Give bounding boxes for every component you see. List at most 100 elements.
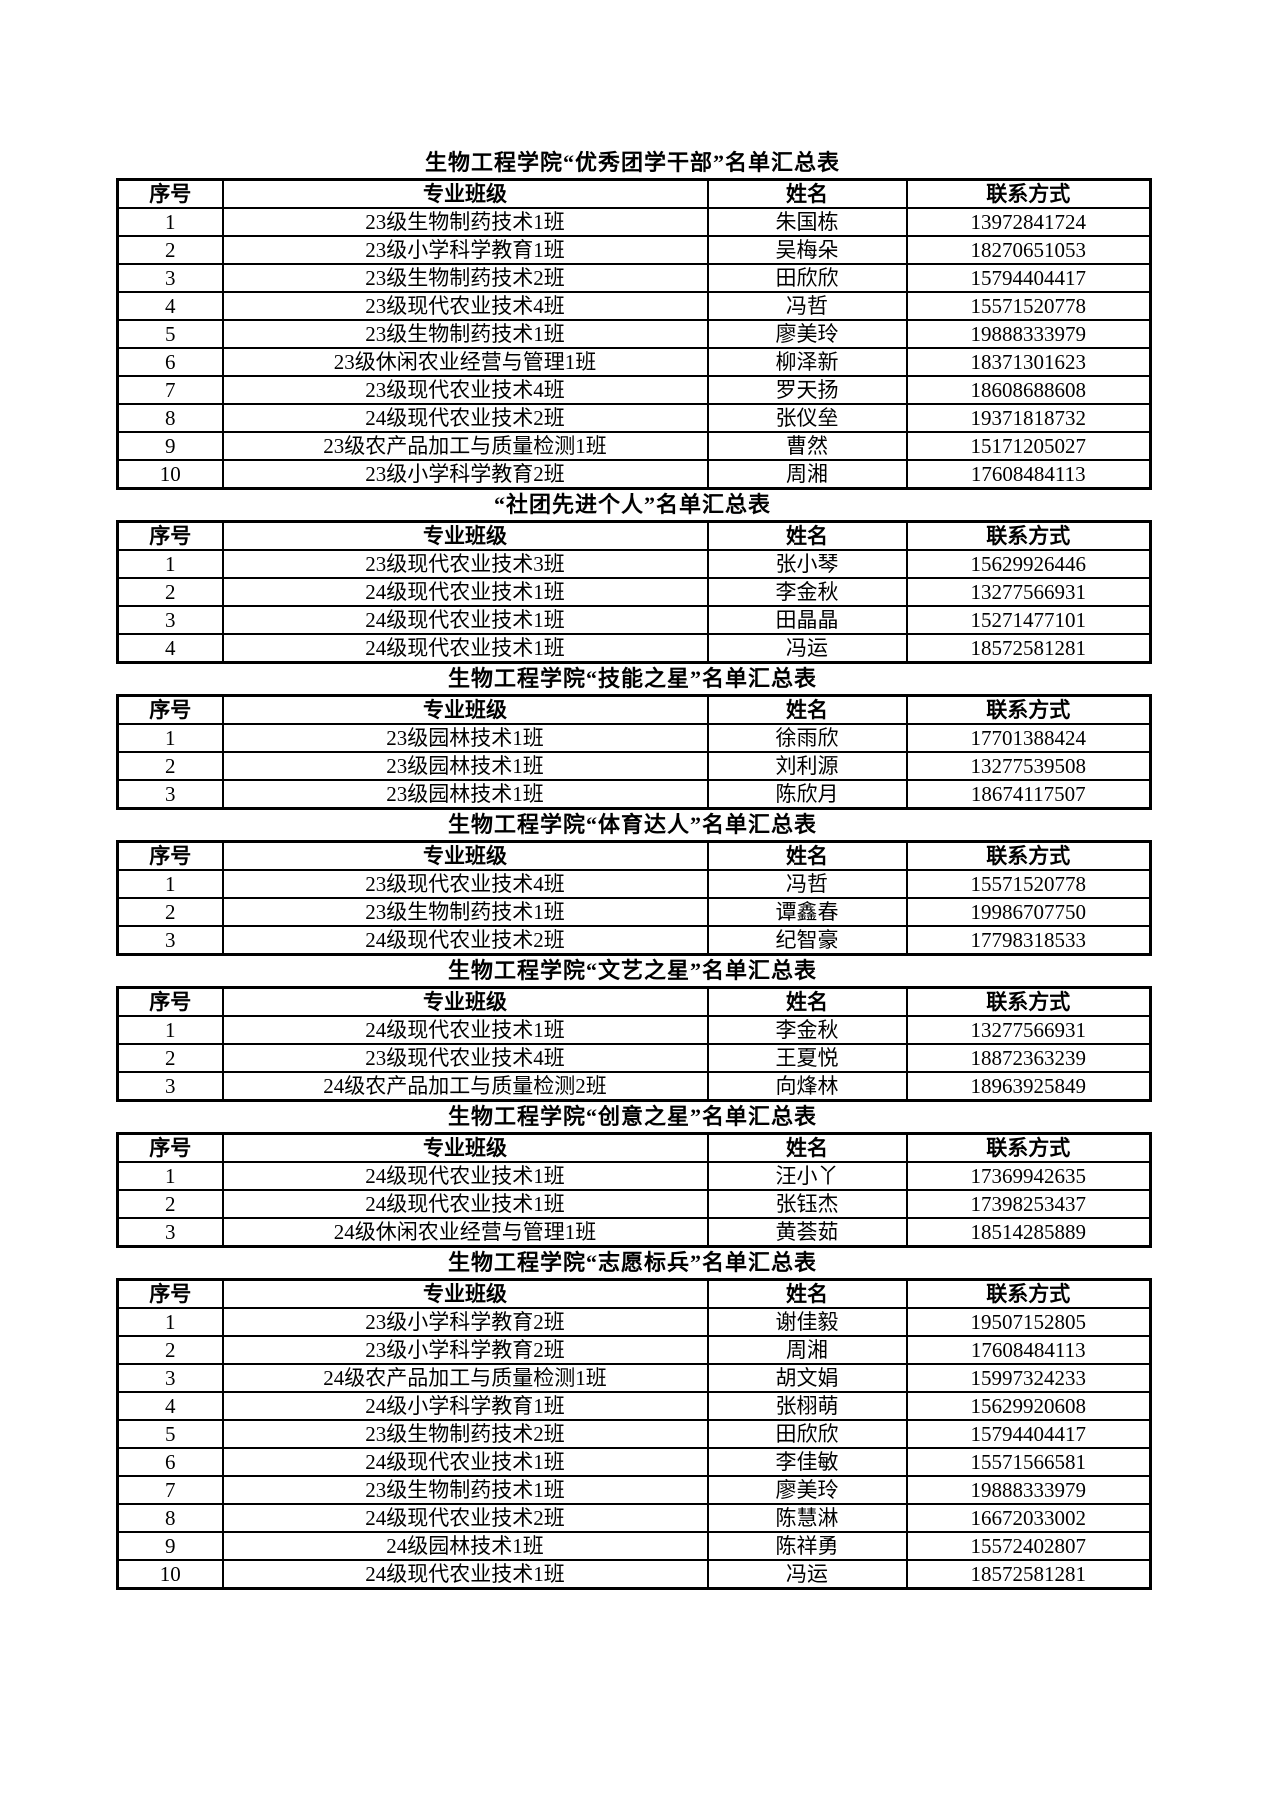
row-index-cell: 2 bbox=[116, 235, 224, 265]
name-cell: 田欣欣 bbox=[706, 1419, 908, 1449]
roster-table: 序号 专业班级 姓名 联系方式 1 23级生物制药技术1班 朱国栋 139728417… bbox=[116, 178, 1152, 490]
row-index-cell: 4 bbox=[116, 633, 224, 664]
row-index-cell: 8 bbox=[116, 1503, 224, 1533]
header-row: 序号 专业班级 姓名 联系方式 bbox=[116, 840, 1152, 871]
contact-cell: 18674117507 bbox=[905, 779, 1152, 810]
class-cell: 23级农产品加工与质量检测1班 bbox=[221, 431, 709, 461]
table-row: 2 24级现代农业技术1班 张钰杰 17398253437 bbox=[116, 1189, 1152, 1219]
contact-cell: 19986707750 bbox=[905, 897, 1152, 927]
row-index-cell: 9 bbox=[116, 1531, 224, 1561]
col-header-index: 序号 bbox=[116, 694, 224, 725]
roster-sheet: 生物工程学院“优秀团学干部”名单汇总表 序号 专业班级 姓名 联系方式 1 23级… bbox=[116, 148, 1152, 1590]
contact-cell: 19507152805 bbox=[905, 1307, 1152, 1337]
table-row: 10 23级小学科学教育2班 周湘 17608484113 bbox=[116, 459, 1152, 490]
row-index-cell: 2 bbox=[116, 1335, 224, 1365]
table-title: 生物工程学院“体育达人”名单汇总表 bbox=[447, 812, 817, 837]
table-row: 2 23级现代农业技术4班 王夏悦 18872363239 bbox=[116, 1043, 1152, 1073]
name-cell: 廖美玲 bbox=[706, 319, 908, 349]
col-header-name: 姓名 bbox=[706, 520, 908, 551]
table-row: 7 23级生物制药技术1班 廖美玲 19888333979 bbox=[116, 1475, 1152, 1505]
contact-cell: 19888333979 bbox=[905, 319, 1152, 349]
class-cell: 24级现代农业技术1班 bbox=[221, 1447, 709, 1477]
row-index-cell: 1 bbox=[116, 1307, 224, 1337]
name-cell: 陈祥勇 bbox=[706, 1531, 908, 1561]
name-cell: 冯哲 bbox=[706, 869, 908, 899]
name-cell: 李佳敏 bbox=[706, 1447, 908, 1477]
col-header-index: 序号 bbox=[116, 520, 224, 551]
name-cell: 吴梅朵 bbox=[706, 235, 908, 265]
row-index-cell: 1 bbox=[116, 1015, 224, 1045]
contact-cell: 13277566931 bbox=[905, 1015, 1152, 1045]
col-header-name: 姓名 bbox=[706, 840, 908, 871]
col-header-class: 专业班级 bbox=[221, 1278, 709, 1309]
section-creativity-star: 生物工程学院“创意之星”名单汇总表 序号 专业班级 姓名 联系方式 1 24级现代… bbox=[116, 1104, 1152, 1248]
class-cell: 24级农产品加工与质量检测1班 bbox=[221, 1363, 709, 1393]
table-row: 3 23级园林技术1班 陈欣月 18674117507 bbox=[116, 779, 1152, 810]
name-cell: 陈慧淋 bbox=[706, 1503, 908, 1533]
name-cell: 向烽林 bbox=[706, 1071, 908, 1102]
class-cell: 23级现代农业技术4班 bbox=[221, 869, 709, 899]
table-row: 4 24级小学科学教育1班 张栩萌 15629920608 bbox=[116, 1391, 1152, 1421]
table-row: 2 24级现代农业技术1班 李金秋 13277566931 bbox=[116, 577, 1152, 607]
class-cell: 24级现代农业技术1班 bbox=[221, 577, 709, 607]
name-cell: 张栩萌 bbox=[706, 1391, 908, 1421]
name-cell: 黄荟茹 bbox=[706, 1217, 908, 1248]
name-cell: 田晶晶 bbox=[706, 605, 908, 635]
contact-cell: 13277566931 bbox=[905, 577, 1152, 607]
class-cell: 23级园林技术1班 bbox=[221, 779, 709, 810]
row-index-cell: 3 bbox=[116, 1071, 224, 1102]
row-index-cell: 4 bbox=[116, 291, 224, 321]
header-row: 序号 专业班级 姓名 联系方式 bbox=[116, 178, 1152, 209]
table-title: 生物工程学院“志愿标兵”名单汇总表 bbox=[447, 1250, 817, 1275]
col-header-class: 专业班级 bbox=[221, 840, 709, 871]
name-cell: 王夏悦 bbox=[706, 1043, 908, 1073]
class-cell: 24级小学科学教育1班 bbox=[221, 1391, 709, 1421]
header-row: 序号 专业班级 姓名 联系方式 bbox=[116, 986, 1152, 1017]
contact-cell: 15271477101 bbox=[905, 605, 1152, 635]
class-cell: 24级现代农业技术1班 bbox=[221, 633, 709, 664]
name-cell: 刘利源 bbox=[706, 751, 908, 781]
name-cell: 张钰杰 bbox=[706, 1189, 908, 1219]
roster-table: 序号 专业班级 姓名 联系方式 1 23级现代农业技术4班 冯哲 1557152077… bbox=[116, 840, 1152, 956]
roster-table: 序号 专业班级 姓名 联系方式 1 24级现代农业技术1班 李金秋 132775669… bbox=[116, 986, 1152, 1102]
col-header-index: 序号 bbox=[116, 840, 224, 871]
class-cell: 23级园林技术1班 bbox=[221, 723, 709, 753]
row-index-cell: 5 bbox=[116, 1419, 224, 1449]
table-row: 6 23级休闲农业经营与管理1班 柳泽新 18371301623 bbox=[116, 347, 1152, 377]
row-index-cell: 1 bbox=[116, 549, 224, 579]
col-header-contact: 联系方式 bbox=[905, 520, 1152, 551]
table-row: 1 23级园林技术1班 徐雨欣 17701388424 bbox=[116, 723, 1152, 753]
class-cell: 24级现代农业技术2班 bbox=[221, 925, 709, 956]
contact-cell: 18270651053 bbox=[905, 235, 1152, 265]
contact-cell: 15571566581 bbox=[905, 1447, 1152, 1477]
name-cell: 李金秋 bbox=[706, 1015, 908, 1045]
col-header-name: 姓名 bbox=[706, 1278, 908, 1309]
class-cell: 23级小学科学教育2班 bbox=[221, 1335, 709, 1365]
row-index-cell: 1 bbox=[116, 869, 224, 899]
contact-cell: 15794404417 bbox=[905, 1419, 1152, 1449]
class-cell: 23级现代农业技术4班 bbox=[221, 291, 709, 321]
row-index-cell: 8 bbox=[116, 403, 224, 433]
col-header-index: 序号 bbox=[116, 1132, 224, 1163]
class-cell: 23级现代农业技术4班 bbox=[221, 375, 709, 405]
table-row: 4 24级现代农业技术1班 冯运 18572581281 bbox=[116, 633, 1152, 664]
table-row: 2 23级生物制药技术1班 谭鑫春 19986707750 bbox=[116, 897, 1152, 927]
name-cell: 冯运 bbox=[706, 1559, 908, 1590]
table-row: 2 23级园林技术1班 刘利源 13277539508 bbox=[116, 751, 1152, 781]
table-row: 3 23级生物制药技术2班 田欣欣 15794404417 bbox=[116, 263, 1152, 293]
contact-cell: 18572581281 bbox=[905, 633, 1152, 664]
table-row: 8 24级现代农业技术2班 陈慧淋 16672033002 bbox=[116, 1503, 1152, 1533]
name-cell: 汪小丫 bbox=[706, 1161, 908, 1191]
col-header-class: 专业班级 bbox=[221, 694, 709, 725]
row-index-cell: 3 bbox=[116, 605, 224, 635]
roster-table: 序号 专业班级 姓名 联系方式 1 23级现代农业技术3班 张小琴 156299264… bbox=[116, 520, 1152, 664]
contact-cell: 17369942635 bbox=[905, 1161, 1152, 1191]
row-index-cell: 3 bbox=[116, 263, 224, 293]
row-index-cell: 5 bbox=[116, 319, 224, 349]
table-row: 9 23级农产品加工与质量检测1班 曹然 15171205027 bbox=[116, 431, 1152, 461]
table-row: 8 24级现代农业技术2班 张仪垒 19371818732 bbox=[116, 403, 1152, 433]
table-row: 3 24级休闲农业经营与管理1班 黄荟茹 18514285889 bbox=[116, 1217, 1152, 1248]
name-cell: 廖美玲 bbox=[706, 1475, 908, 1505]
name-cell: 谭鑫春 bbox=[706, 897, 908, 927]
contact-cell: 15794404417 bbox=[905, 263, 1152, 293]
